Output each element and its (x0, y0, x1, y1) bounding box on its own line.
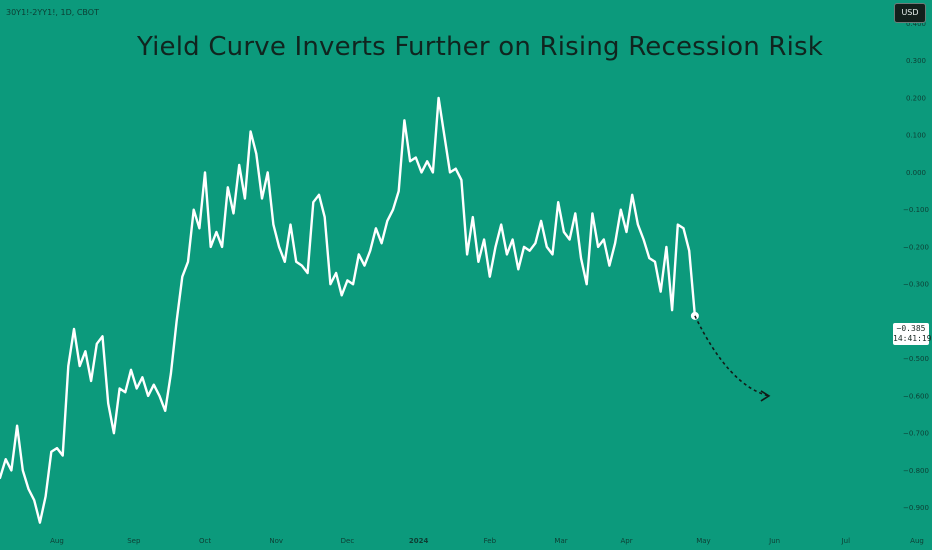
x-tick-label: Feb (484, 537, 497, 545)
x-axis[interactable]: Aug Sep Oct Nov Dec 2024 Feb Mar Apr May Jun Jul Aug (50, 537, 924, 545)
y-tick-label: 0.300 (906, 57, 926, 65)
x-tick-label: Dec (341, 537, 355, 545)
x-tick-label: Mar (554, 537, 567, 545)
last-price-value: −0.385 (896, 324, 926, 333)
last-price-label: −0.385 14:41:19 (893, 323, 932, 345)
y-tick-label: −0.300 (903, 281, 929, 289)
y-tick-label: −0.700 (903, 430, 929, 438)
y-tick-label: 0.400 (906, 20, 926, 28)
y-tick-label: −0.500 (903, 355, 929, 363)
y-tick-label: −0.100 (903, 206, 929, 214)
currency-button[interactable]: USD (894, 3, 926, 23)
y-axis[interactable]: 0.400 0.300 0.200 0.100 0.000 −0.100 −0.200 −0.… (903, 20, 929, 512)
x-tick-label: Oct (199, 537, 211, 545)
x-tick-label: Nov (269, 537, 283, 545)
plot-area (0, 96, 771, 524)
x-tick-label: Aug (910, 537, 924, 545)
y-tick-label: −0.800 (903, 467, 929, 475)
y-tick-label: −0.200 (903, 243, 929, 251)
chart-title: Yield Curve Inverts Further on Rising Re… (136, 32, 824, 62)
last-price-countdown: 14:41:19 (893, 334, 932, 343)
y-tick-label: 0.100 (906, 132, 926, 140)
x-tick-label: Jun (768, 537, 780, 545)
x-tick-label: Jul (841, 537, 851, 545)
x-tick-label: Aug (50, 537, 64, 545)
y-tick-label: −0.600 (903, 392, 929, 400)
projection-arrowhead (760, 390, 771, 402)
x-tick-label: May (696, 537, 710, 545)
x-tick-label: 2024 (409, 537, 429, 545)
y-tick-label: 0.000 (906, 169, 926, 177)
y-tick-label: 0.200 (906, 94, 926, 102)
y-tick-label: −0.900 (903, 504, 929, 512)
x-tick-label: Apr (620, 537, 632, 545)
x-tick-label: Sep (127, 537, 141, 545)
symbol-label: 30Y1!-2YY1!, 1D, CBOT (6, 8, 99, 17)
projection-arrow (694, 315, 770, 397)
series-line (0, 96, 697, 524)
